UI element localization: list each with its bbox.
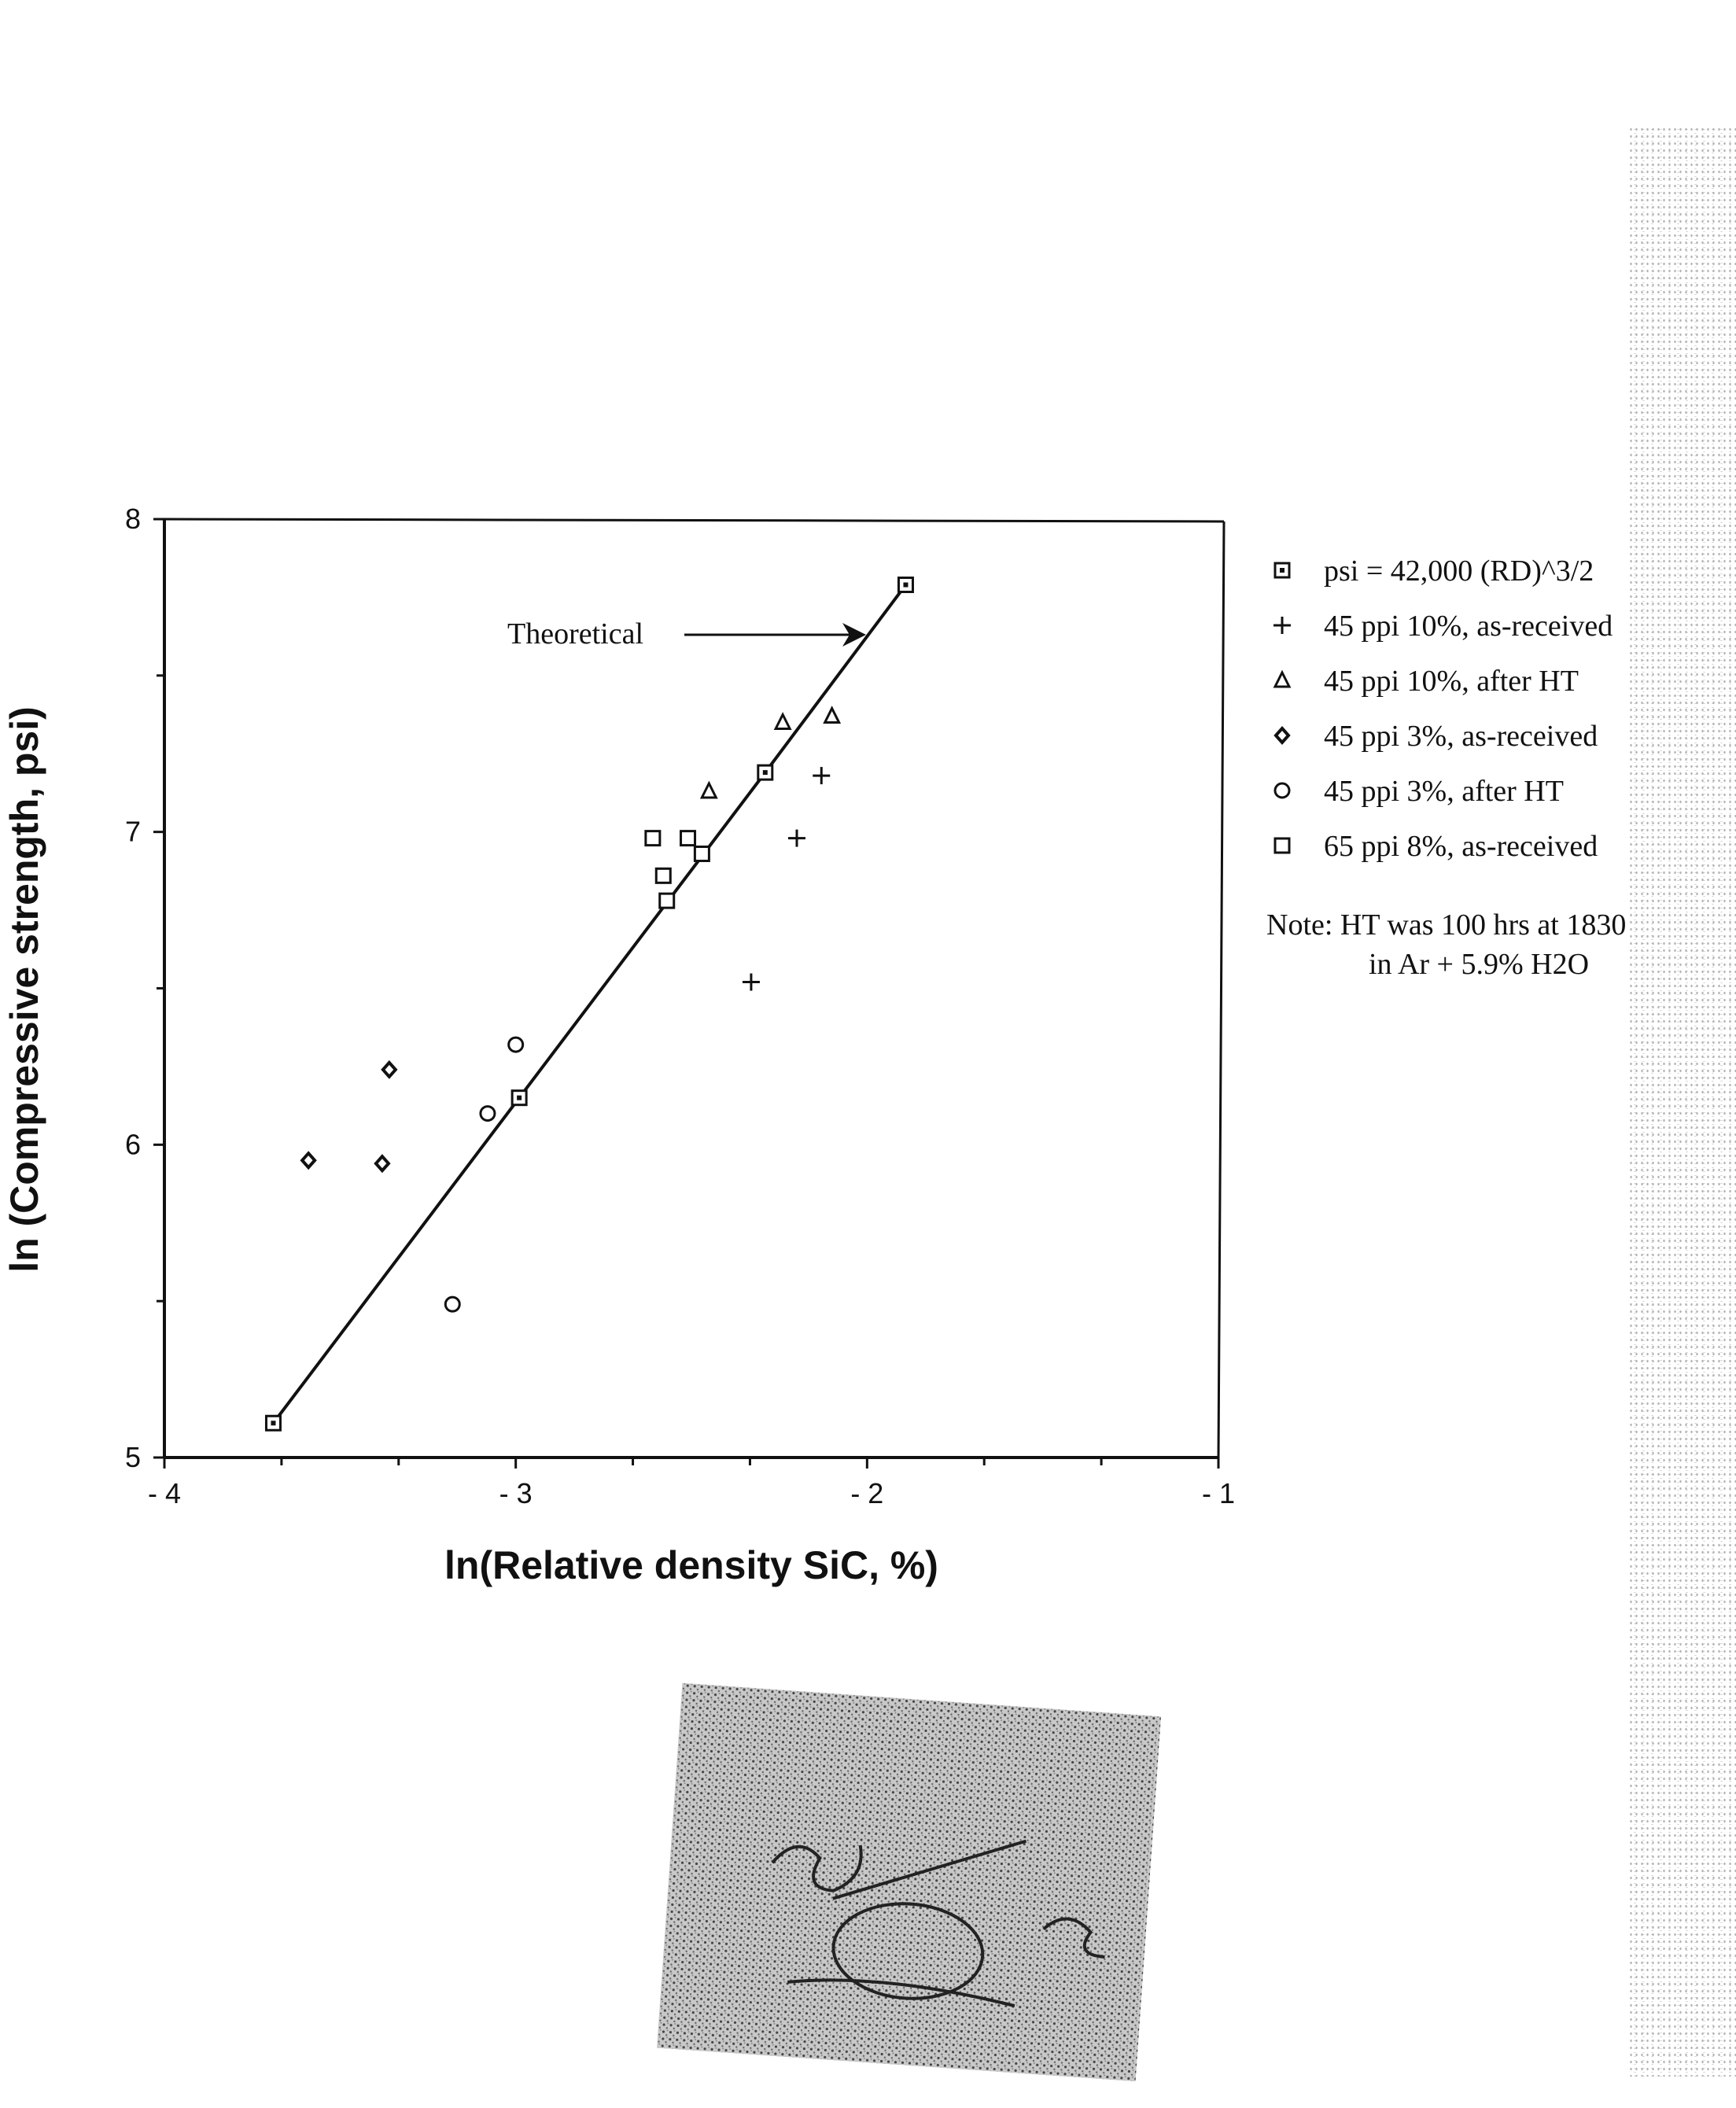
series-3-point-shape [823,706,842,724]
x-ticks: - 4 - 3 - 2 - 1 [148,1458,1235,1509]
y-tick-label: 6 [125,1128,141,1160]
plot-top-border [164,518,1225,523]
x-tick-label: - 4 [148,1477,181,1509]
series-6-point-shape [644,830,662,847]
legend-marker [1273,782,1291,799]
series-1-line [271,584,908,1424]
y-axis-title: ln (Compressive strength, psi) [2,706,46,1273]
x-axis-title: ln(Relative density SiC, %) [444,1543,938,1587]
theoretical-label: Theoretical [507,617,643,650]
series-6-point-shape [693,846,710,863]
legend-label: 45 ppi 10%, after HT [1324,665,1579,698]
legend-marker-shape [1273,725,1291,746]
plot-area [163,518,1226,1459]
series-1-point-dot [762,770,768,776]
series-3-point [823,706,842,724]
stamp-image [657,1682,1161,2082]
legend-label: 65 ppi 8%, as-received [1324,830,1598,863]
legend-marker [1273,617,1291,634]
series-6-point [644,830,662,847]
series-4-point-shape [374,1154,391,1174]
note-line-2: in Ar + 5.9% H2O [1369,948,1589,981]
legend-marker-shape [1273,837,1291,854]
series-6-point [654,867,672,884]
plot-right-border [1217,521,1226,1458]
y-ticks: 5 6 7 8 [125,503,164,1473]
legend-item: 65 ppi 8%, as-received [1273,830,1598,863]
legend-marker [1273,725,1291,746]
series-1-point [264,1414,282,1432]
series-1-point [897,577,914,594]
series-6-point [658,892,676,909]
series-6-point [680,830,697,847]
series-1-point-dot [903,582,909,588]
series-1-point [757,764,774,781]
series-4-point-shape [300,1151,317,1170]
theoretical-annotation: Theoretical [507,617,866,650]
series-3-point-shape [773,712,792,730]
series-6-point-shape [658,892,676,909]
series-5-point [479,1105,496,1122]
legend-item: 45 ppi 3%, after HT [1273,775,1564,808]
legend-item: 45 ppi 10%, after HT [1273,665,1579,698]
legend-marker-shape [1273,669,1292,688]
legend-marker-shape [1273,782,1291,799]
series-4-point [381,1060,398,1079]
note: Note: HT was 100 hrs at 1830 in Ar + 5.9… [1266,908,1626,981]
series-3-point-shape [699,780,718,799]
series-5-point [444,1295,461,1313]
series-4-point [374,1154,391,1174]
series-6-point-shape [654,867,672,884]
series-5-point-shape [507,1036,525,1053]
series-3-point [773,712,792,730]
series-1-point [510,1089,528,1107]
data-points-layer [264,577,914,1432]
x-tick-label: - 1 [1202,1477,1235,1509]
note-line-1: Note: HT was 100 hrs at 1830 [1266,908,1626,942]
legend-label: 45 ppi 10%, as-received [1324,610,1613,643]
series-5-point-shape [479,1105,496,1122]
legend-label: 45 ppi 3%, as-received [1324,720,1598,753]
legend-label: 45 ppi 3%, after HT [1324,775,1564,808]
series-5-point [507,1036,525,1053]
series-4-point [300,1151,317,1170]
legend-marker-dot [1280,568,1284,573]
handwritten-signature [771,1839,1105,2008]
series-3-point [699,780,718,799]
stamp [657,1682,1161,2082]
series-1-point-dot [517,1095,522,1100]
legend-marker [1273,562,1291,579]
series-2-point [813,767,831,785]
legend-item: psi = 42,000 (RD)^3/2 [1273,555,1594,588]
legend-marker [1273,669,1292,688]
series-2-point [788,829,805,847]
y-tick-label: 7 [125,816,141,848]
legend-item: 45 ppi 3%, as-received [1273,720,1598,753]
y-tick-label: 8 [125,503,141,535]
legend-item: 45 ppi 10%, as-received [1273,610,1613,643]
series-6-point [693,846,710,863]
series-1-point-dot [271,1421,276,1426]
scan-noise-strip [1628,126,1736,2077]
legend-marker [1273,837,1291,854]
series-4-point-shape [381,1060,398,1079]
y-tick-label: 5 [125,1441,141,1473]
theoretical-line-layer [271,584,908,1424]
series-2-point [742,973,760,991]
series-5-point-shape [444,1295,461,1313]
legend: psi = 42,000 (RD)^3/2 45 ppi 10%, as-rece… [1273,555,1613,863]
x-tick-label: - 2 [850,1477,883,1509]
series-6-point-shape [680,830,697,847]
legend-label: psi = 42,000 (RD)^3/2 [1324,555,1594,588]
x-tick-label: - 3 [499,1477,533,1509]
